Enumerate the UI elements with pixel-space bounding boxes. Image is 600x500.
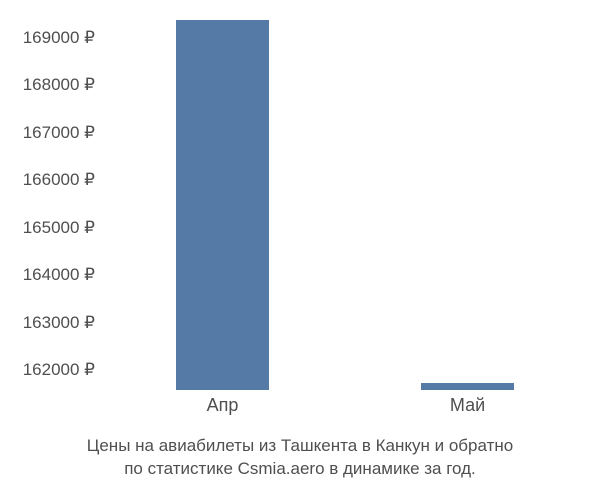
y-tick-label: 163000 ₽ [23, 313, 95, 333]
y-tick-label: 164000 ₽ [23, 265, 95, 285]
x-tick-label: Май [450, 395, 485, 416]
x-tick-label: Апр [207, 395, 239, 416]
chart-caption: Цены на авиабилеты из Ташкента в Канкун … [0, 435, 600, 481]
y-axis: 162000 ₽ 163000 ₽ 164000 ₽ 165000 ₽ 166000 ₽… [0, 10, 95, 390]
y-tick-label: 167000 ₽ [23, 123, 95, 143]
y-tick-label: 169000 ₽ [23, 28, 95, 48]
chart-plot-area [100, 10, 590, 390]
caption-line-1: Цены на авиабилеты из Ташкента в Канкун … [10, 435, 590, 458]
y-tick-label: 162000 ₽ [23, 360, 95, 380]
caption-line-2: по статистике Csmia.aero в динамике за г… [10, 458, 590, 481]
bars-container [100, 10, 590, 390]
bar [421, 383, 514, 390]
bar [176, 20, 269, 391]
y-tick-label: 166000 ₽ [23, 170, 95, 190]
x-axis-labels: Апр Май [100, 395, 590, 425]
y-tick-label: 165000 ₽ [23, 218, 95, 238]
y-tick-label: 168000 ₽ [23, 75, 95, 95]
